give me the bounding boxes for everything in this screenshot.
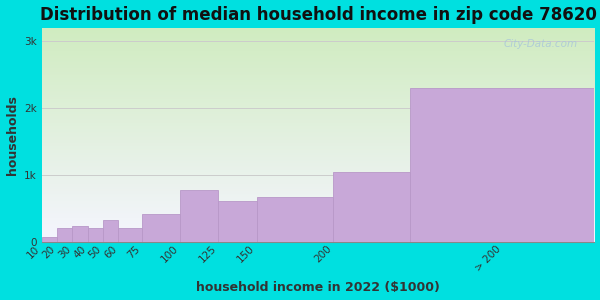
Bar bbox=[142, 214, 180, 242]
Bar bbox=[42, 237, 57, 242]
X-axis label: household income in 2022 ($1000): household income in 2022 ($1000) bbox=[196, 281, 440, 294]
Bar bbox=[118, 228, 142, 242]
Text: City-Data.com: City-Data.com bbox=[504, 39, 578, 49]
Bar bbox=[103, 220, 118, 242]
Bar bbox=[88, 228, 103, 242]
Bar bbox=[410, 88, 595, 242]
Bar bbox=[57, 227, 73, 242]
Bar bbox=[180, 190, 218, 242]
Bar bbox=[218, 201, 257, 242]
Bar bbox=[257, 197, 334, 242]
Title: Distribution of median household income in zip code 78620: Distribution of median household income … bbox=[40, 6, 596, 24]
Bar bbox=[73, 226, 88, 242]
Y-axis label: households: households bbox=[5, 95, 19, 175]
Bar bbox=[334, 172, 410, 242]
